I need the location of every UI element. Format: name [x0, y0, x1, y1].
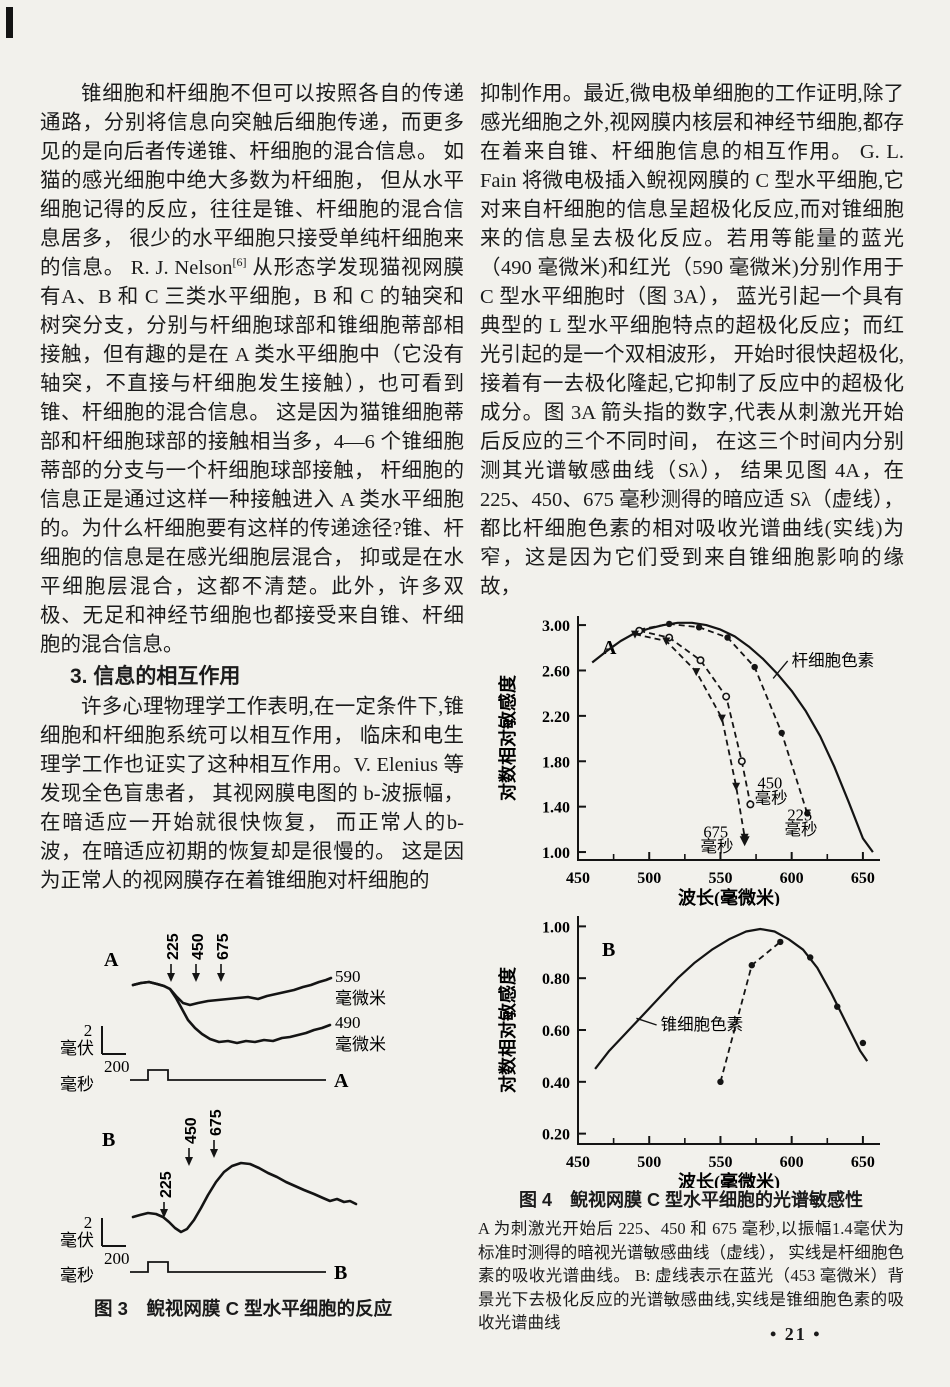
left-column: 锥细胞和杆细胞不但可以按照各自的传递通路，分别将信息向突触后细胞传递，而更多见的…: [40, 80, 464, 896]
svg-text:650: 650: [851, 870, 875, 887]
down-arrow-icon: [217, 973, 225, 982]
stimulus-trace-b: [130, 1261, 326, 1273]
stimulus-trace-a: [130, 1069, 326, 1081]
right-column: 抑制作用。最近,微电极单细胞的工作证明,除了感光细胞之外,视网膜内核层和神经节细…: [480, 80, 904, 602]
figure-3-svg: A 225 450 675 590 毫微米 490 毫微米 2 毫伏 200 毫…: [60, 933, 386, 1285]
trace-biphasic: [131, 1161, 358, 1234]
stimulus-b-end-label: B: [334, 1262, 347, 1284]
fig3-panel-a-time-marks: 225 450 675: [165, 933, 232, 982]
svg-text:毫秒: 毫秒: [701, 837, 734, 856]
scale-mv-value: 2: [84, 1213, 93, 1232]
page-number: • 21 •: [770, 1324, 822, 1344]
trace-590-unit: 毫微米: [335, 989, 386, 1008]
trace-490nm: [131, 980, 332, 1045]
svg-text:0.20: 0.20: [542, 1127, 570, 1144]
section-heading: 3. 信息的相互作用: [70, 665, 241, 688]
figure-4-caption-title: 图 4 鲵视网膜 C 型水平细胞的光谱敏感性: [518, 1190, 863, 1210]
figure-4b-chart: 0.20 0.40 0.60 0.80 1.00 450 500 550 600 650 波长(毫微…: [497, 916, 880, 1193]
paragraph-text: 锥细胞和杆细胞不但可以按照各自的传递通路，分别将信息向突触后细胞传递，而更多见的…: [40, 83, 464, 279]
svg-text:600: 600: [780, 870, 804, 887]
svg-text:波长(毫微米): 波长(毫微米): [678, 1171, 780, 1188]
down-arrow-icon: [210, 1149, 218, 1158]
trace-590-label: 590: [335, 967, 361, 986]
figure-4-caption: 图 4 鲵视网膜 C 型水平细胞的光谱敏感性 A 为刺激光开始后 225、450…: [478, 1186, 904, 1335]
svg-text:B: B: [602, 939, 615, 961]
fig3-panel-b-scalebar: 2 毫伏 200 毫秒: [60, 1213, 130, 1285]
svg-text:毫秒: 毫秒: [755, 788, 788, 807]
time-mark-450: 450: [190, 933, 207, 960]
svg-text:550: 550: [708, 870, 732, 887]
scale-ms-value: 200: [104, 1249, 130, 1268]
reference-superscript: [6]: [232, 255, 247, 270]
svg-text:600: 600: [780, 1154, 804, 1171]
time-mark-450: 450: [183, 1117, 200, 1144]
svg-text:550: 550: [708, 1154, 732, 1171]
svg-text:1.40: 1.40: [542, 800, 570, 817]
trace-490-unit: 毫微米: [335, 1035, 386, 1054]
time-mark-675: 675: [208, 1109, 225, 1136]
fig3-panel-a-scalebar: 2 毫伏 200 毫秒: [60, 1021, 130, 1094]
time-mark-225: 225: [158, 1171, 175, 1198]
svg-text:波长(毫微米): 波长(毫微米): [678, 887, 780, 906]
figure-3: A 225 450 675 590 毫微米 490 毫微米 2 毫伏 200 毫…: [38, 914, 472, 1321]
figure-4a: 1.00 1.40 1.80 2.20 2.60 3.00 450 500 550 600 650 波…: [478, 606, 902, 911]
figure-4b: 0.20 0.40 0.60 0.80 1.00 450 500 550 600 650 波长(毫微…: [478, 906, 902, 1193]
stimulus-a-end-label: A: [334, 1070, 349, 1092]
trace-490-label: 490: [335, 1013, 361, 1032]
svg-text:2.20: 2.20: [542, 709, 570, 726]
trace-590nm: [131, 976, 333, 1007]
svg-text:0.40: 0.40: [542, 1075, 570, 1092]
scale-ms-value: 200: [104, 1057, 130, 1076]
paragraph-rod-cone-pathways: 锥细胞和杆细胞不但可以按照各自的传递通路，分别将信息向突触后细胞传递，而更多见的…: [40, 80, 464, 660]
paragraph-inhibition-fain: 抑制作用。最近,微电极单细胞的工作证明,除了感光细胞之外,视网膜内核层和神经节细…: [480, 83, 904, 598]
svg-text:0.60: 0.60: [542, 1023, 570, 1040]
svg-text:225: 225: [787, 805, 812, 824]
scale-mv-unit: 毫伏: [60, 1039, 94, 1058]
fig3-panel-b-label: B: [102, 1129, 115, 1151]
svg-text:对数相对敏感度: 对数相对敏感度: [497, 966, 518, 1093]
paragraph-text: 从形态学发现猫视网膜有A、B 和 C 三类水平细胞，B 和 C 的轴突和树突分支…: [40, 257, 465, 656]
svg-text:450: 450: [566, 1154, 590, 1171]
svg-text:锥细胞色素: 锥细胞色素: [661, 1015, 744, 1034]
down-arrow-icon: [192, 973, 200, 982]
scale-ms-unit: 毫秒: [60, 1266, 94, 1285]
down-arrow-icon: [185, 1157, 193, 1166]
scale-ms-unit: 毫秒: [60, 1075, 94, 1094]
svg-text:650: 650: [851, 1154, 875, 1171]
down-arrow-icon: [167, 973, 175, 982]
figure-4-caption-body: A 为刺激光开始后 225、450 和 675 毫秒,以振幅1.4毫伏为标准时测…: [478, 1219, 904, 1332]
svg-text:500: 500: [637, 1154, 661, 1171]
svg-text:对数相对敏感度: 对数相对敏感度: [497, 674, 518, 801]
svg-text:杆细胞色素: 杆细胞色素: [792, 651, 875, 670]
scale-mv-value: 2: [84, 1021, 93, 1040]
svg-text:2.60: 2.60: [542, 663, 570, 680]
scan-artifact-mark: [6, 7, 13, 38]
fig3-panel-b-time-marks: 225 450 675: [158, 1109, 225, 1218]
svg-text:1.00: 1.00: [542, 845, 570, 862]
svg-text:450: 450: [757, 774, 782, 793]
svg-text:500: 500: [637, 870, 661, 887]
figure-4a-chart: 1.00 1.40 1.80 2.20 2.60 3.00 450 500 550 600 650 波…: [497, 616, 880, 909]
svg-text:450: 450: [566, 870, 590, 887]
svg-text:毫秒: 毫秒: [785, 820, 818, 839]
svg-text:675: 675: [703, 822, 728, 841]
down-arrow-icon: [160, 1209, 168, 1218]
svg-text:1.00: 1.00: [542, 919, 570, 936]
svg-text:0.80: 0.80: [542, 971, 570, 988]
paragraph-interaction-intro: 许多心理物理学工作表明,在一定条件下,锥细胞和杆细胞系统可以相互作用， 临床和电…: [40, 696, 464, 892]
time-mark-675: 675: [215, 933, 232, 960]
fig3-panel-a-label: A: [104, 949, 119, 971]
figure-3-caption: 图 3 鲵视网膜 C 型水平细胞的反应: [94, 1298, 393, 1319]
svg-text:1.80: 1.80: [542, 754, 570, 771]
svg-text:3.00: 3.00: [542, 618, 570, 635]
time-mark-225: 225: [165, 933, 182, 960]
scale-mv-unit: 毫伏: [60, 1231, 94, 1250]
